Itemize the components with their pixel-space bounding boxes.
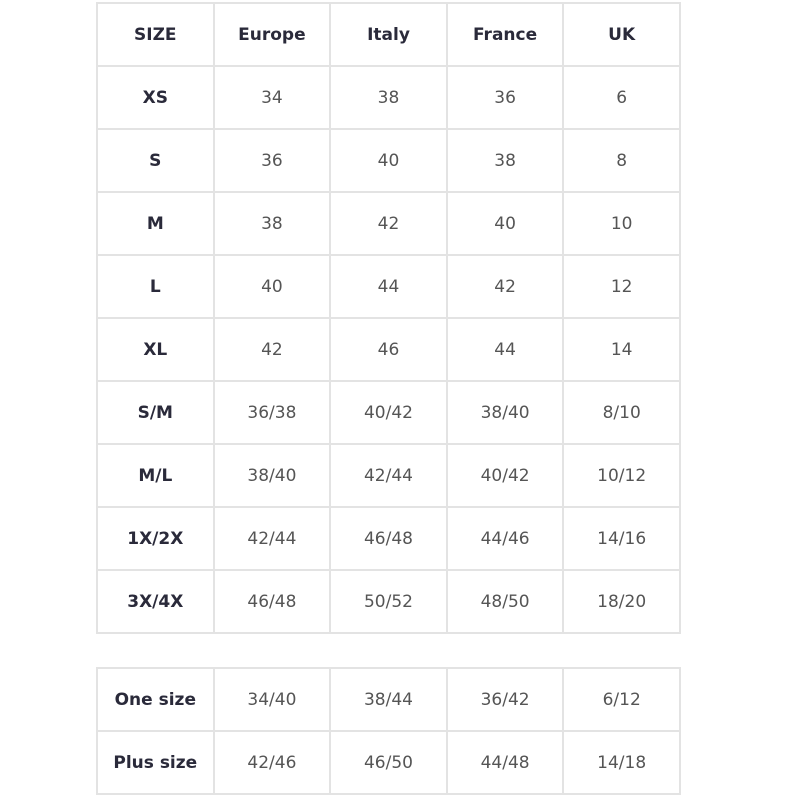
table-cell: 14/16 [562,506,681,571]
row-header: 3X/4X [96,569,215,634]
table-cell: 42 [445,254,565,319]
table-cell: 18/20 [562,569,681,634]
table-row: Plus size 42/46 46/50 44/48 14/18 [96,730,681,795]
row-header: M/L [96,443,215,508]
row-header: XS [96,65,215,130]
table-cell: 42/46 [212,730,332,795]
row-header: S/M [96,380,215,445]
table-row: M 38 42 40 10 [96,191,681,256]
table-cell: 40 [212,254,332,319]
table-cell: 38 [329,65,448,130]
table-cell: 34/40 [212,667,332,732]
table-cell: 44 [329,254,448,319]
table-cell: 38/40 [212,443,332,508]
table-row: XS 34 38 36 6 [96,65,681,130]
table-cell: 40/42 [445,443,565,508]
table-cell: 10 [562,191,681,256]
table-row: S 36 40 38 8 [96,128,681,193]
table-cell: 38/44 [329,667,448,732]
table-cell: 46/50 [329,730,448,795]
table-cell: 42/44 [212,506,332,571]
table-cell: 44 [445,317,565,382]
table-cell: 40 [329,128,448,193]
table-cell: 44/46 [445,506,565,571]
table-cell: 46/48 [212,569,332,634]
row-header: Plus size [96,730,215,795]
table-cell: 14/18 [562,730,681,795]
table-cell: 36 [445,65,565,130]
table-row: L 40 44 42 12 [96,254,681,319]
table-cell: 38 [445,128,565,193]
header-row: SIZE Europe Italy France UK [96,2,681,67]
table-cell: 42/44 [329,443,448,508]
table-cell: 40/42 [329,380,448,445]
table-cell: 8 [562,128,681,193]
column-header: Italy [329,2,448,67]
table-cell: 38 [212,191,332,256]
table-cell: 50/52 [329,569,448,634]
table-row: One size 34/40 38/44 36/42 6/12 [96,667,681,732]
table-cell: 42 [329,191,448,256]
table-cell: 46 [329,317,448,382]
table-row: 3X/4X 46/48 50/52 48/50 18/20 [96,569,681,634]
row-header: 1X/2X [96,506,215,571]
size-conversion-table: SIZE Europe Italy France UK XS 34 38 36 6 S 36 40 38 8… [96,2,681,634]
table-cell: 48/50 [445,569,565,634]
table-cell: 8/10 [562,380,681,445]
row-header: XL [96,317,215,382]
table-cell: 42 [212,317,332,382]
table-row: M/L 38/40 42/44 40/42 10/12 [96,443,681,508]
table-cell: 38/40 [445,380,565,445]
table-cell: 6/12 [562,667,681,732]
table-cell: 34 [212,65,332,130]
table-cell: 12 [562,254,681,319]
column-header: France [445,2,565,67]
table-cell: 46/48 [329,506,448,571]
column-header: Europe [212,2,332,67]
table-cell: 36/42 [445,667,565,732]
table-row: S/M 36/38 40/42 38/40 8/10 [96,380,681,445]
table-cell: 44/48 [445,730,565,795]
column-header: UK [562,2,681,67]
row-header: One size [96,667,215,732]
row-header: M [96,191,215,256]
table-row: 1X/2X 42/44 46/48 44/46 14/16 [96,506,681,571]
table-cell: 14 [562,317,681,382]
table-cell: 36/38 [212,380,332,445]
one-plus-size-table: One size 34/40 38/44 36/42 6/12 Plus size 42/4… [96,667,681,795]
table-row: XL 42 46 44 14 [96,317,681,382]
column-header: SIZE [96,2,215,67]
table-cell: 6 [562,65,681,130]
row-header: L [96,254,215,319]
row-header: S [96,128,215,193]
table-cell: 40 [445,191,565,256]
table-cell: 10/12 [562,443,681,508]
table-cell: 36 [212,128,332,193]
